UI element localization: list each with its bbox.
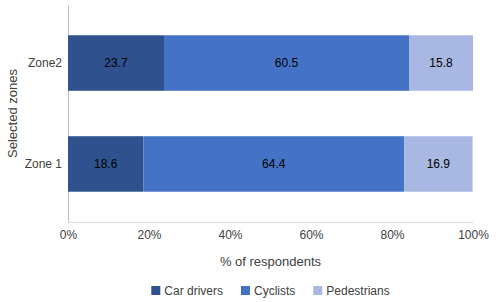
y-tick: Zone2 — [28, 56, 68, 70]
x-tick-label: 80% — [380, 228, 404, 242]
x-tick-label: 0% — [60, 228, 78, 242]
x-tick: 100% — [458, 222, 489, 242]
y-axis-title: Selected zones — [5, 69, 20, 158]
data-label: 64.4 — [262, 157, 286, 171]
legend-item: Car drivers — [151, 284, 223, 298]
data-label: 60.5 — [275, 56, 299, 70]
x-tick: 60% — [299, 222, 323, 242]
x-axis-line — [69, 222, 474, 223]
x-tick: 80% — [380, 222, 404, 242]
data-labels: 18.6 23.7 64.4 60.5 16.9 15.8 — [94, 56, 453, 171]
x-tick-label: 20% — [137, 228, 161, 242]
x-tick-label: 60% — [299, 228, 323, 242]
legend-label: Pedestrians — [326, 284, 389, 298]
legend-label: Cyclists — [254, 284, 295, 298]
x-axis-title: % of respondents — [220, 254, 322, 269]
legend-label: Car drivers — [164, 284, 223, 298]
data-label: 18.6 — [94, 157, 118, 171]
legend-swatch — [241, 286, 250, 295]
bar — [409, 35, 473, 91]
y-axis: Zone 1 Zone2 — [25, 6, 69, 223]
data-label: 23.7 — [104, 56, 128, 70]
x-tick: 20% — [137, 222, 161, 242]
legend: Car drivers Cyclists Pedestrians — [151, 284, 389, 298]
data-label: 16.9 — [427, 157, 451, 171]
x-axis: 0% 20% 40% 60% 80% 100% — [60, 222, 489, 242]
data-label: 15.8 — [429, 56, 453, 70]
legend-item: Pedestrians — [313, 284, 389, 298]
legend-swatch — [313, 286, 322, 295]
y-tick: Zone 1 — [25, 157, 68, 171]
x-tick: 0% — [60, 222, 78, 242]
x-tick-label: 100% — [458, 228, 489, 242]
chart: 0% 20% 40% 60% 80% 100% Zone 1 Zone2 18.6 23.7 64.… — [0, 0, 500, 302]
x-tick: 40% — [218, 222, 242, 242]
bar — [164, 35, 409, 91]
bar — [68, 35, 164, 91]
y-tick-label: Zone 1 — [25, 157, 63, 171]
plot: 0% 20% 40% 60% 80% 100% Zone 1 Zone2 18.6 23.7 64.… — [25, 6, 490, 242]
legend-swatch — [151, 286, 160, 295]
bar — [68, 136, 143, 192]
bar — [404, 136, 472, 192]
bars — [68, 35, 473, 191]
bar — [143, 136, 404, 192]
x-tick-label: 40% — [218, 228, 242, 242]
legend-item: Cyclists — [241, 284, 295, 298]
y-tick-label: Zone2 — [28, 56, 62, 70]
